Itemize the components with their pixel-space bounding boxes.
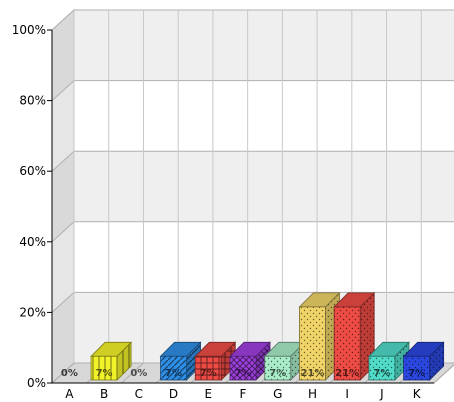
data-label-J: 7% <box>373 368 390 379</box>
grid-band <box>74 151 454 222</box>
bar-D: 7% <box>159 341 202 381</box>
y-tick-label: 20% <box>19 305 46 319</box>
bar-E: 7% <box>194 341 237 381</box>
data-label-K: 7% <box>408 368 425 379</box>
y-tick-label: 100% <box>12 23 46 37</box>
category-label-G: G <box>273 387 282 401</box>
bar-front <box>368 355 396 381</box>
bar-front <box>264 355 292 381</box>
category-label-I: I <box>345 387 349 401</box>
category-label-H: H <box>308 387 317 401</box>
bar-front <box>160 355 187 381</box>
data-label-I: 21% <box>335 368 359 379</box>
category-label-C: C <box>135 387 143 401</box>
y-axis-ticks: 0% 20% 40% 60% 80% 100% <box>12 23 434 390</box>
data-label-E: 7% <box>200 368 217 379</box>
grid-band <box>74 10 454 81</box>
floor-line <box>51 362 75 384</box>
category-label-J: J <box>379 387 384 401</box>
y-tick-label: 80% <box>19 94 46 108</box>
bar-front <box>403 355 431 381</box>
y-tick-label: 60% <box>19 164 46 178</box>
grid-band-side <box>52 151 74 242</box>
y-tick-label: 40% <box>19 235 46 249</box>
bar-J: 7% <box>367 341 410 381</box>
data-label-B: 7% <box>96 368 113 379</box>
bar-K: 7% <box>402 341 445 381</box>
data-label-C: 0% <box>130 368 147 379</box>
data-label-A: 0% <box>61 368 78 379</box>
data-label-D: 7% <box>165 368 182 379</box>
bar-C: 0% <box>130 368 147 379</box>
bar-front <box>194 355 222 381</box>
bars: 0% 7% 0% 7% 7% 7% 7% 21% 21% 7% 7% <box>61 291 445 381</box>
bar-H: 21% <box>298 291 341 381</box>
gridlines <box>51 9 454 384</box>
bar-front <box>90 355 118 381</box>
category-label-F: F <box>240 387 247 401</box>
bar-B: 7% <box>90 341 133 381</box>
floor-line <box>433 364 454 384</box>
grid-band-side <box>52 292 74 383</box>
category-label-A: A <box>65 387 74 401</box>
data-label-F: 7% <box>235 368 252 379</box>
floor-line <box>121 362 144 384</box>
category-label-K: K <box>413 387 422 401</box>
x-axis-categories: A B C D E F G H I J K <box>65 387 421 401</box>
data-label-H: 21% <box>300 368 324 379</box>
category-label-D: D <box>169 387 178 401</box>
bar-F: 7% <box>229 341 271 381</box>
category-label-E: E <box>204 387 212 401</box>
bar-front <box>299 306 326 381</box>
bar-A: 0% <box>61 368 78 379</box>
bar-I: 21% <box>333 291 376 381</box>
y-tick-label: 0% <box>27 376 46 390</box>
category-label-B: B <box>100 387 108 401</box>
grid-band-side <box>52 10 74 101</box>
bar-front <box>333 306 361 381</box>
bar-front <box>229 355 257 381</box>
data-label-G: 7% <box>269 368 286 379</box>
